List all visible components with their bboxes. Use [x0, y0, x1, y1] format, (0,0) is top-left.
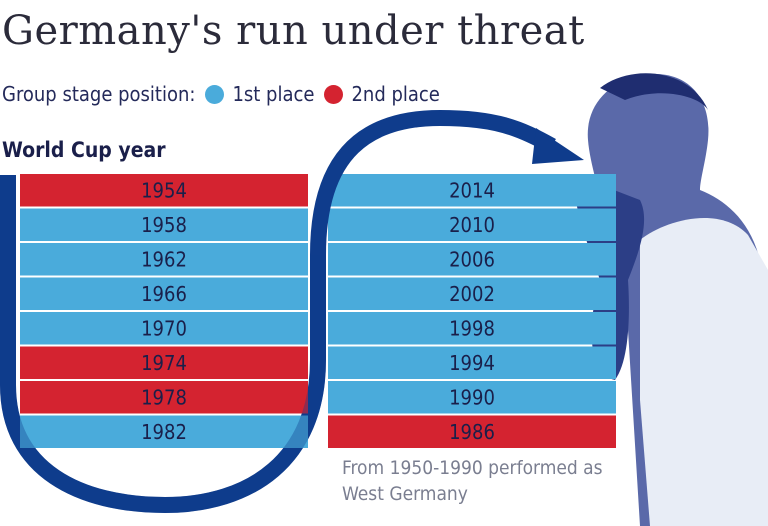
year-label-1978: 1978	[141, 385, 187, 409]
year-bar-1970	[20, 312, 308, 345]
chart-title: Germany's run under threat	[2, 8, 585, 54]
year-label-1958: 1958	[141, 213, 187, 237]
year-bar-2006	[328, 243, 616, 276]
column-left: 1954 1958 1962 1966 1970 1974 1978 1982	[20, 174, 308, 448]
year-label-1970: 1970	[141, 316, 187, 340]
legend-label: Group stage position:	[2, 82, 196, 106]
year-bar-1994	[328, 346, 616, 379]
year-bar-2014	[328, 174, 616, 207]
legend: Group stage position: 1st place 2nd plac…	[2, 82, 440, 106]
year-bar-1978	[20, 381, 308, 414]
year-label-1974: 1974	[141, 351, 187, 375]
year-label-1962: 1962	[141, 247, 187, 271]
year-label-1986: 1986	[449, 420, 495, 444]
year-bar-1958	[20, 208, 308, 241]
year-label-1998: 1998	[449, 316, 495, 340]
legend-item-second: 2nd place	[351, 82, 440, 106]
year-label-2006: 2006	[449, 247, 495, 271]
swoop-arrow-upper	[310, 109, 556, 256]
legend-swatch-second	[324, 84, 344, 104]
year-bar-1990	[328, 381, 616, 414]
axis-title: World Cup year	[2, 138, 166, 162]
year-bar-1954	[20, 174, 308, 207]
year-label-1982: 1982	[141, 420, 187, 444]
legend-swatch-first	[205, 84, 225, 104]
footnote: From 1950-1990 performed as West Germany	[342, 457, 603, 505]
arrowhead-icon	[532, 128, 584, 164]
column-right: 2014 2010 2006 2002 1998 1994 1990 1986	[328, 174, 616, 448]
year-bar-1982	[20, 415, 308, 448]
year-bar-1966	[20, 277, 308, 310]
year-bar-1986	[328, 415, 616, 448]
year-label-2014: 2014	[449, 178, 495, 202]
year-label-1966: 1966	[141, 282, 187, 306]
year-label-1994: 1994	[449, 351, 495, 375]
year-bar-2010	[328, 208, 616, 241]
year-label-1954: 1954	[141, 178, 187, 202]
year-bar-1962	[20, 243, 308, 276]
swoop-arrow-overlay	[0, 175, 326, 514]
year-label-1990: 1990	[449, 385, 495, 409]
year-bar-1998	[328, 312, 616, 345]
legend-item-first: 1st place	[232, 82, 315, 106]
year-label-2010: 2010	[449, 213, 495, 237]
year-label-2002: 2002	[449, 282, 495, 306]
year-bar-1974	[20, 346, 308, 379]
year-bar-2002	[328, 277, 616, 310]
